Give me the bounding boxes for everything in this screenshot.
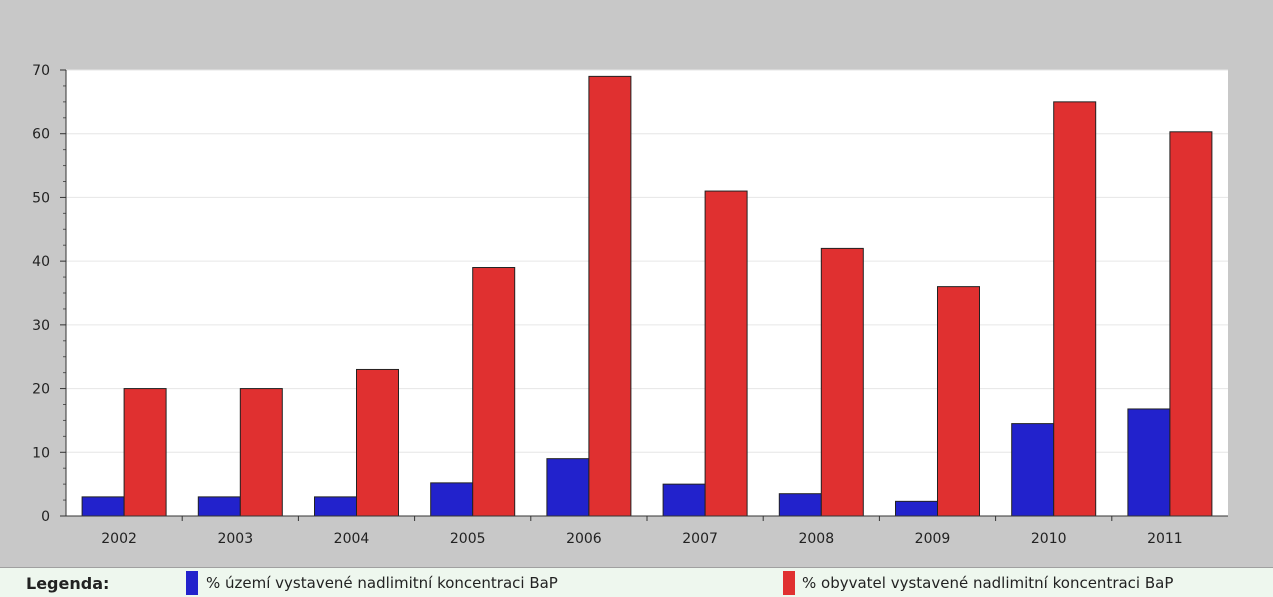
chart-frame: 0 10 20 30 40 50 60 70 2002 2003 2004 2005 2006 2007… <box>0 0 1273 568</box>
bar-population-2008 <box>821 248 863 516</box>
x-tick-label: 2004 <box>334 531 370 547</box>
x-tick-label: 2006 <box>566 531 602 547</box>
bar-area-2010 <box>1012 424 1054 516</box>
y-tick-labels: 0 10 20 30 40 50 60 70 <box>32 63 50 525</box>
bar-population-2009 <box>938 287 980 516</box>
y-tick-label: 40 <box>32 254 50 270</box>
x-tick-label: 2003 <box>217 531 253 547</box>
y-tick-label: 0 <box>41 509 50 525</box>
bar-population-2002 <box>124 389 166 516</box>
bar-area-2009 <box>896 501 938 516</box>
bar-area-2005 <box>431 483 473 516</box>
y-tick-label: 70 <box>32 63 50 79</box>
x-tick-label: 2009 <box>915 531 951 547</box>
legend: Legenda: % území vystavené nadlimitní ko… <box>0 568 1273 597</box>
bar-population-2010 <box>1054 102 1096 516</box>
bar-area-2004 <box>315 497 357 516</box>
x-tick-label: 2008 <box>798 531 834 547</box>
y-tick-label: 60 <box>32 127 50 143</box>
bar-area-2002 <box>82 497 124 516</box>
y-tick-label: 50 <box>32 190 50 206</box>
bar-chart: 0 10 20 30 40 50 60 70 2002 2003 2004 2005 2006 2007… <box>0 0 1273 568</box>
bar-area-2011 <box>1128 409 1170 516</box>
legend-swatch-population <box>783 571 795 595</box>
x-tick-label: 2007 <box>682 531 718 547</box>
legend-label-population: % obyvatel vystavené nadlimitní koncentr… <box>802 574 1173 592</box>
legend-label-area: % území vystavené nadlimitní koncentraci… <box>206 574 558 592</box>
bar-population-2007 <box>705 191 747 516</box>
bar-area-2008 <box>779 494 821 516</box>
bar-population-2006 <box>589 76 631 516</box>
bar-population-2011 <box>1170 132 1212 516</box>
bar-population-2003 <box>240 389 282 516</box>
bar-population-2004 <box>357 369 399 516</box>
x-tick-label: 2011 <box>1147 531 1183 547</box>
x-tick-label: 2002 <box>101 531 137 547</box>
legend-title: Legenda: <box>26 574 109 593</box>
bar-population-2005 <box>473 268 515 516</box>
y-tick-label: 30 <box>32 318 50 334</box>
x-tick-labels: 2002 2003 2004 2005 2006 2007 2008 2009 2010 2011 <box>101 531 1182 547</box>
y-tick-label: 10 <box>32 445 50 461</box>
bar-area-2007 <box>663 484 705 516</box>
x-tick-label: 2005 <box>450 531 486 547</box>
bar-area-2006 <box>547 459 589 516</box>
x-tick-label: 2010 <box>1031 531 1067 547</box>
bar-area-2003 <box>198 497 240 516</box>
y-tick-label: 20 <box>32 382 50 398</box>
legend-swatch-area <box>186 571 198 595</box>
